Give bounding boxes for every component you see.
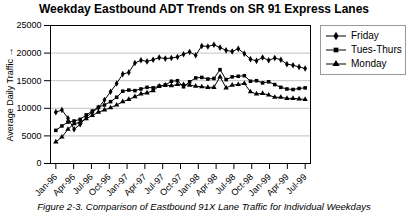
- svg-text:Jan-99: Jan-99: [246, 171, 273, 199]
- svg-text:15000: 15000: [16, 76, 41, 86]
- svg-text:20000: 20000: [16, 48, 41, 58]
- svg-text:Oct-97: Oct-97: [157, 171, 184, 198]
- svg-text:5000: 5000: [21, 131, 41, 141]
- svg-text:Jul-98: Jul-98: [213, 171, 238, 197]
- html-text:Monday: Monday: [351, 58, 387, 69]
- svg-text:Apr-98: Apr-98: [193, 172, 219, 198]
- svg-text:Apr-96: Apr-96: [51, 172, 77, 198]
- svg-text:Jan-96: Jan-96: [32, 171, 60, 199]
- html-text:Tues-Thurs: Tues-Thurs: [351, 44, 402, 55]
- svg-text:25000: 25000: [16, 20, 41, 30]
- svg-text:Jul-97: Jul-97: [141, 171, 167, 197]
- svg-text:Apr-99: Apr-99: [265, 172, 291, 198]
- html-text:Figure 2-3. Comparison of East: Figure 2-3. Comparison of Eastbound 91X …: [37, 201, 371, 212]
- svg-text:0: 0: [36, 158, 41, 168]
- svg-text:Oct-98: Oct-98: [229, 171, 256, 198]
- svg-text:Apr-97: Apr-97: [122, 172, 148, 198]
- svg-text:Jul-96: Jul-96: [70, 171, 95, 197]
- svg-text:10000: 10000: [16, 103, 41, 113]
- html-text:Weekday Eastbound ADT Trends o: Weekday Eastbound ADT Trends on SR 91 Ex…: [38, 2, 369, 16]
- svg-text:Jan-97: Jan-97: [104, 171, 131, 199]
- svg-text:Jan-98: Jan-98: [175, 171, 202, 199]
- svg-text:Average Daily Traffic →: Average Daily Traffic →: [5, 47, 15, 141]
- html-text:Friday: Friday: [351, 30, 379, 41]
- svg-text:Jul-99: Jul-99: [284, 172, 308, 196]
- svg-text:Oct-96: Oct-96: [86, 171, 113, 198]
